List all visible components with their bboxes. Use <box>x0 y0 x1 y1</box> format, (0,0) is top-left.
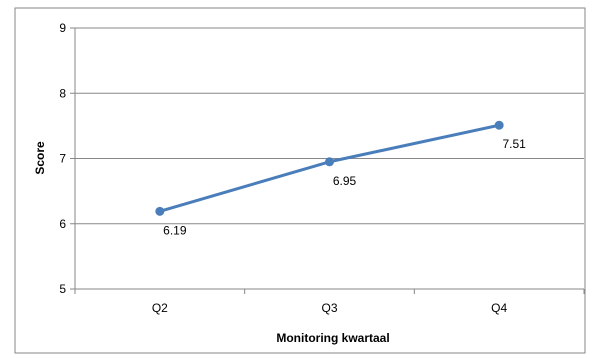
x-tick-labels: Q2 Q3 Q4 <box>152 301 508 315</box>
y-tick-label: 5 <box>59 282 66 296</box>
series <box>155 120 504 216</box>
data-point-q2 <box>155 206 165 216</box>
y-tick-label: 6 <box>59 217 66 231</box>
data-point-q4 <box>494 120 504 130</box>
x-tick-label-q3: Q3 <box>321 301 337 315</box>
data-point-q3 <box>325 157 334 167</box>
y-tick-label: 7 <box>59 152 66 166</box>
data-label-q4: 7.51 <box>502 137 526 151</box>
data-label-q3: 6.95 <box>333 174 357 188</box>
x-tick-label-q4: Q4 <box>491 301 507 315</box>
data-labels: 6.19 6.95 7.51 <box>163 137 526 237</box>
x-axis-title: Monitoring kwartaal <box>276 331 389 345</box>
data-label-q2: 6.19 <box>163 223 187 237</box>
y-axis-title: Score <box>33 141 47 175</box>
y-tick-label: 9 <box>59 21 66 35</box>
y-tick-label: 8 <box>59 86 66 100</box>
axes <box>70 27 585 294</box>
x-tick-label-q2: Q2 <box>152 301 168 315</box>
chart-border <box>14 7 586 354</box>
y-tick-labels: 5 6 7 8 9 <box>59 21 66 296</box>
